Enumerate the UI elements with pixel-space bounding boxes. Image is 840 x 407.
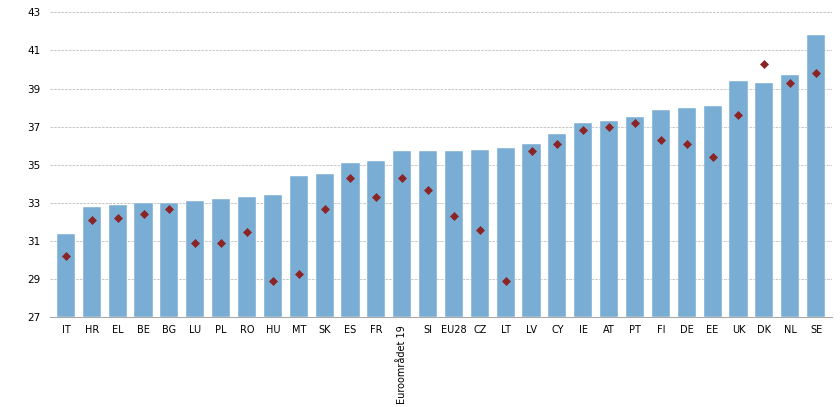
Bar — [186, 201, 204, 317]
Bar — [522, 144, 541, 317]
Bar — [419, 151, 437, 317]
Bar — [445, 151, 463, 317]
Bar — [807, 35, 825, 317]
Bar — [108, 205, 127, 317]
Bar — [367, 161, 386, 317]
Bar — [549, 134, 566, 317]
Bar — [290, 176, 307, 317]
Bar — [160, 203, 178, 317]
Bar — [496, 148, 515, 317]
Bar — [212, 199, 230, 317]
Bar — [134, 203, 153, 317]
Bar — [470, 150, 489, 317]
Bar — [393, 151, 412, 317]
Bar — [678, 107, 696, 317]
Bar — [316, 174, 333, 317]
Bar — [82, 207, 101, 317]
Bar — [575, 123, 592, 317]
Bar — [626, 117, 644, 317]
Bar — [704, 106, 722, 317]
Bar — [729, 81, 748, 317]
Bar — [264, 195, 282, 317]
Bar — [341, 163, 360, 317]
Bar — [600, 121, 618, 317]
Bar — [238, 197, 256, 317]
Bar — [57, 234, 75, 317]
Bar — [755, 83, 774, 317]
Bar — [781, 75, 800, 317]
Bar — [652, 109, 670, 317]
